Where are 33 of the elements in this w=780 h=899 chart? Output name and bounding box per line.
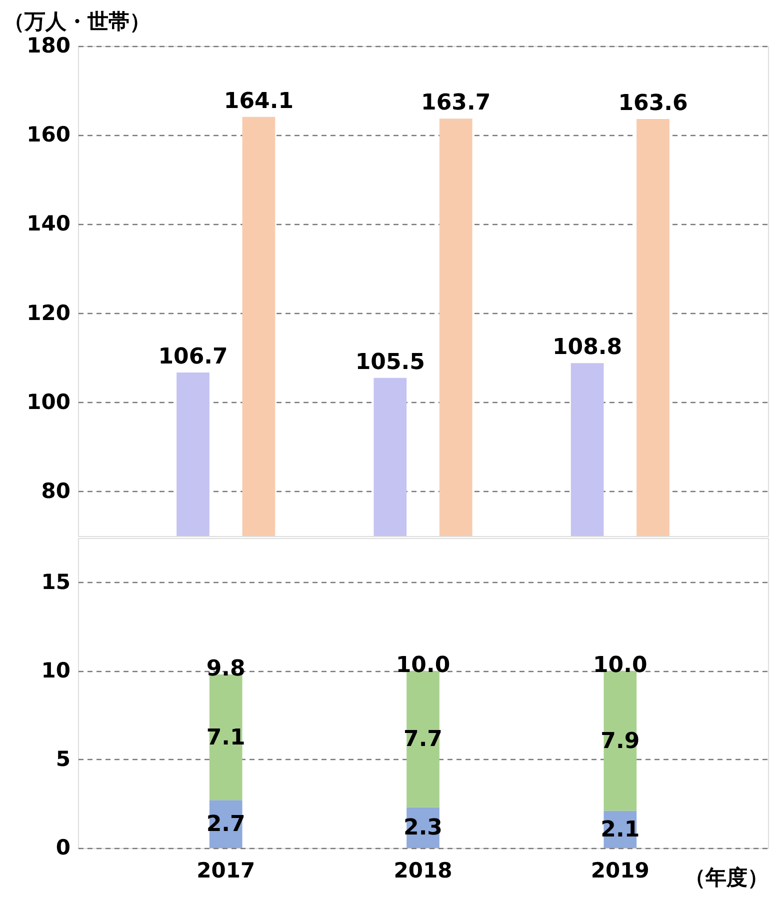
y-tick-label: 10 [41, 658, 70, 682]
annotation: 9.8 [206, 656, 246, 682]
y-tick-label: 80 [41, 478, 70, 503]
data-label: 7.1 [206, 725, 246, 750]
y-tick-label: 100 [26, 390, 70, 414]
annotation: 10.0 [593, 652, 648, 678]
data-label: 163.7 [421, 90, 491, 116]
data-label: 105.5 [355, 350, 425, 375]
bar [406, 670, 440, 808]
y-tick-label: 15 [41, 570, 70, 594]
data-label: 164.1 [224, 88, 294, 114]
data-label: 2.1 [600, 817, 640, 842]
data-label: 106.7 [158, 344, 228, 370]
y-axis-title: （万人・世帯） [4, 10, 150, 34]
data-label: 7.9 [600, 728, 640, 754]
bar [604, 670, 637, 811]
x-tick-label: 2017 [196, 858, 256, 882]
y-tick-label: 0 [56, 836, 70, 860]
data-label: 163.6 [618, 91, 688, 116]
y-tick-label: 5 [56, 746, 70, 771]
data-label: 2.3 [404, 816, 442, 841]
data-label: 2.7 [206, 812, 246, 838]
y-tick-label: 120 [26, 300, 70, 325]
annotation: 10.0 [396, 652, 450, 678]
data-label: 108.8 [552, 335, 622, 360]
bar [209, 674, 242, 800]
x-tick-label: 2018 [394, 858, 452, 882]
y-tick-label: 160 [26, 122, 70, 147]
x-axis-title: （年度） [684, 866, 768, 890]
y-tick-label: 180 [26, 34, 70, 58]
x-tick-label: 2019 [590, 858, 650, 882]
data-label: 7.7 [404, 727, 442, 752]
y-tick-label: 140 [26, 212, 70, 236]
